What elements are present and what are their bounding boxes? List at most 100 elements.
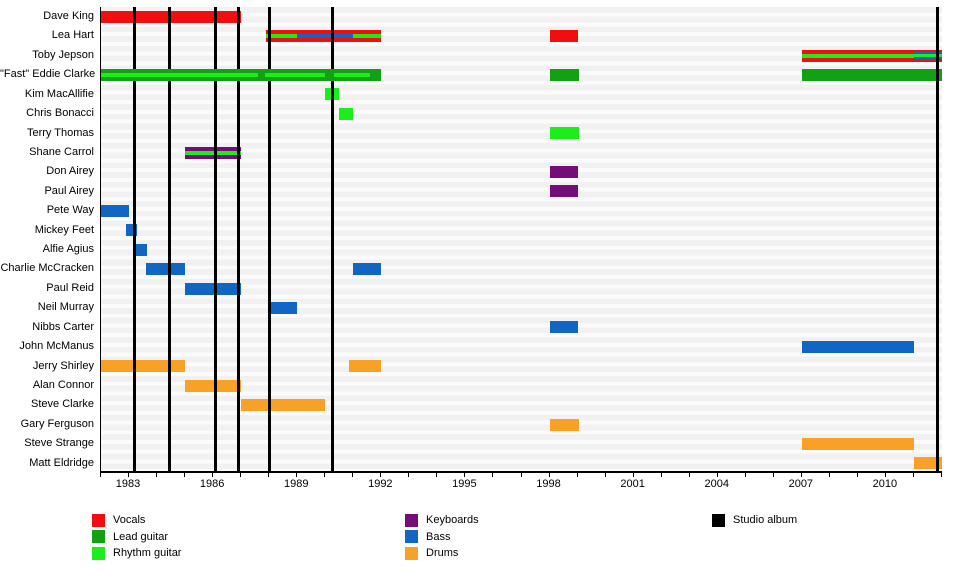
bar-stripe-rhythm_guitar — [101, 72, 258, 77]
bar-stripe-vocals — [913, 49, 942, 52]
x-axis-tick — [156, 471, 158, 477]
bar-stripe-bass — [126, 224, 138, 237]
bar-stripe-lead_guitar — [264, 68, 326, 73]
timeline-bar — [549, 321, 578, 334]
x-axis-year-label: 1998 — [536, 478, 561, 490]
x-axis-tick — [828, 471, 830, 477]
x-axis-tick — [941, 471, 942, 477]
timeline-bar — [257, 68, 265, 81]
bar-stripe-drums — [101, 360, 186, 373]
timeline-bar — [269, 302, 298, 314]
bar-stripe-lead_guitar — [549, 68, 579, 81]
member-label: Nibbs Carter — [32, 320, 94, 333]
studio-album-line — [267, 7, 271, 471]
x-axis-tick — [380, 471, 382, 477]
bar-stripe-keyboards — [185, 146, 242, 151]
bar-stripe-rhythm_guitar — [266, 34, 298, 39]
legend-label: Drums — [426, 547, 459, 559]
timeline-bar — [349, 360, 382, 373]
timeline-bar — [801, 49, 914, 62]
x-axis-tick — [716, 471, 718, 477]
member-label: Steve Strange — [24, 437, 94, 450]
legend-label: Studio album — [733, 514, 798, 526]
timeline-bar — [913, 457, 942, 470]
bar-stripe-lead_guitar — [801, 68, 942, 81]
bar-stripe-vocals — [913, 59, 942, 62]
x-axis-tick — [884, 471, 886, 477]
bar-stripe-drums — [349, 360, 382, 373]
studio-album-line — [936, 7, 940, 471]
chart-legend: Vocals Lead guitar Rhythm guitar Keyboards B… — [0, 505, 960, 565]
bar-stripe-vocals — [297, 38, 354, 43]
timeline-bar — [101, 204, 130, 217]
legend-item-album: Studio album — [712, 513, 797, 527]
bar-stripe-lead_guitar — [101, 77, 258, 81]
legend-label: Vocals — [113, 514, 146, 526]
member-label: Paul Reid — [46, 281, 94, 294]
timeline-bar — [913, 49, 942, 62]
bar-stripe-drums — [801, 437, 914, 450]
x-axis-tick — [912, 471, 914, 477]
bar-stripe-drums — [549, 418, 579, 431]
timeline-bar — [264, 68, 326, 81]
bar-stripe-keyboards — [549, 185, 578, 198]
bar-stripe-drums — [241, 399, 326, 412]
studio-album-line — [133, 7, 137, 471]
member-label: Paul Airey — [44, 184, 94, 197]
legend-label: Keyboards — [426, 514, 479, 526]
member-label: Mickey Feet — [34, 223, 94, 236]
timeline-plot-area — [100, 7, 942, 471]
member-label: John McManus — [19, 340, 94, 353]
timeline-bar — [185, 379, 242, 392]
studio-album-line — [330, 7, 334, 471]
timeline-bar — [353, 30, 382, 43]
bar-stripe-bass — [801, 340, 914, 353]
x-axis-year-label: 2004 — [704, 478, 729, 490]
member-label: "Fast" Eddie Clarke — [0, 68, 96, 81]
member-label: Toby Jepson — [32, 48, 94, 61]
x-axis-tick — [632, 471, 634, 477]
x-axis-year-label: 1983 — [115, 478, 141, 490]
x-axis-tick — [660, 471, 662, 477]
bar-stripe-keyboards — [549, 166, 578, 179]
legend-swatch-rhythm_guitar — [92, 546, 105, 560]
member-label: Terry Thomas — [26, 126, 94, 139]
legend-item-bass: Bass — [405, 530, 450, 544]
bar-stripe-vocals — [801, 49, 914, 54]
bar-stripe-keyboards — [185, 154, 242, 159]
legend-swatch-keyboards — [405, 513, 418, 527]
legend-item-rhythm_guitar: Rhythm guitar — [92, 546, 181, 560]
x-axis-year-label: 1986 — [199, 478, 225, 490]
bar-stripe-bass — [353, 263, 382, 276]
member-label: Pete Way — [46, 204, 94, 217]
timeline-bar — [333, 68, 371, 81]
timeline-bar — [126, 224, 138, 237]
timeline-bar — [801, 340, 914, 353]
member-label: Chris Bonacci — [26, 107, 94, 120]
bar-stripe-vocals — [353, 38, 382, 43]
bar-stripe-bass — [185, 282, 242, 295]
bar-stripe-bass — [269, 302, 298, 314]
bar-stripe-lead_guitar — [257, 68, 265, 81]
bar-stripe-vocals — [801, 57, 914, 62]
timeline-bar — [325, 68, 334, 81]
x-axis-year-label: 2010 — [872, 478, 898, 490]
x-axis-tick — [268, 471, 270, 477]
legend-swatch-album — [712, 513, 725, 527]
timeline-bar — [134, 243, 148, 256]
timeline-bar — [353, 263, 382, 276]
bar-stripe-rhythm_guitar — [353, 34, 382, 39]
member-label: Jerry Shirley — [32, 359, 94, 372]
bar-stripe-bass — [297, 34, 354, 39]
legend-label: Lead guitar — [113, 530, 169, 543]
timeline-bar — [549, 127, 579, 140]
member-label: Charlie McCracken — [0, 262, 94, 275]
x-axis-tick — [548, 471, 550, 477]
x-axis-year-label: 1995 — [452, 478, 477, 490]
bar-stripe-rhythm_guitar — [185, 150, 242, 155]
timeline-bar — [241, 399, 326, 412]
x-axis-tick — [772, 471, 774, 477]
x-axis-tick — [856, 471, 858, 477]
bar-stripe-vocals — [297, 30, 354, 35]
